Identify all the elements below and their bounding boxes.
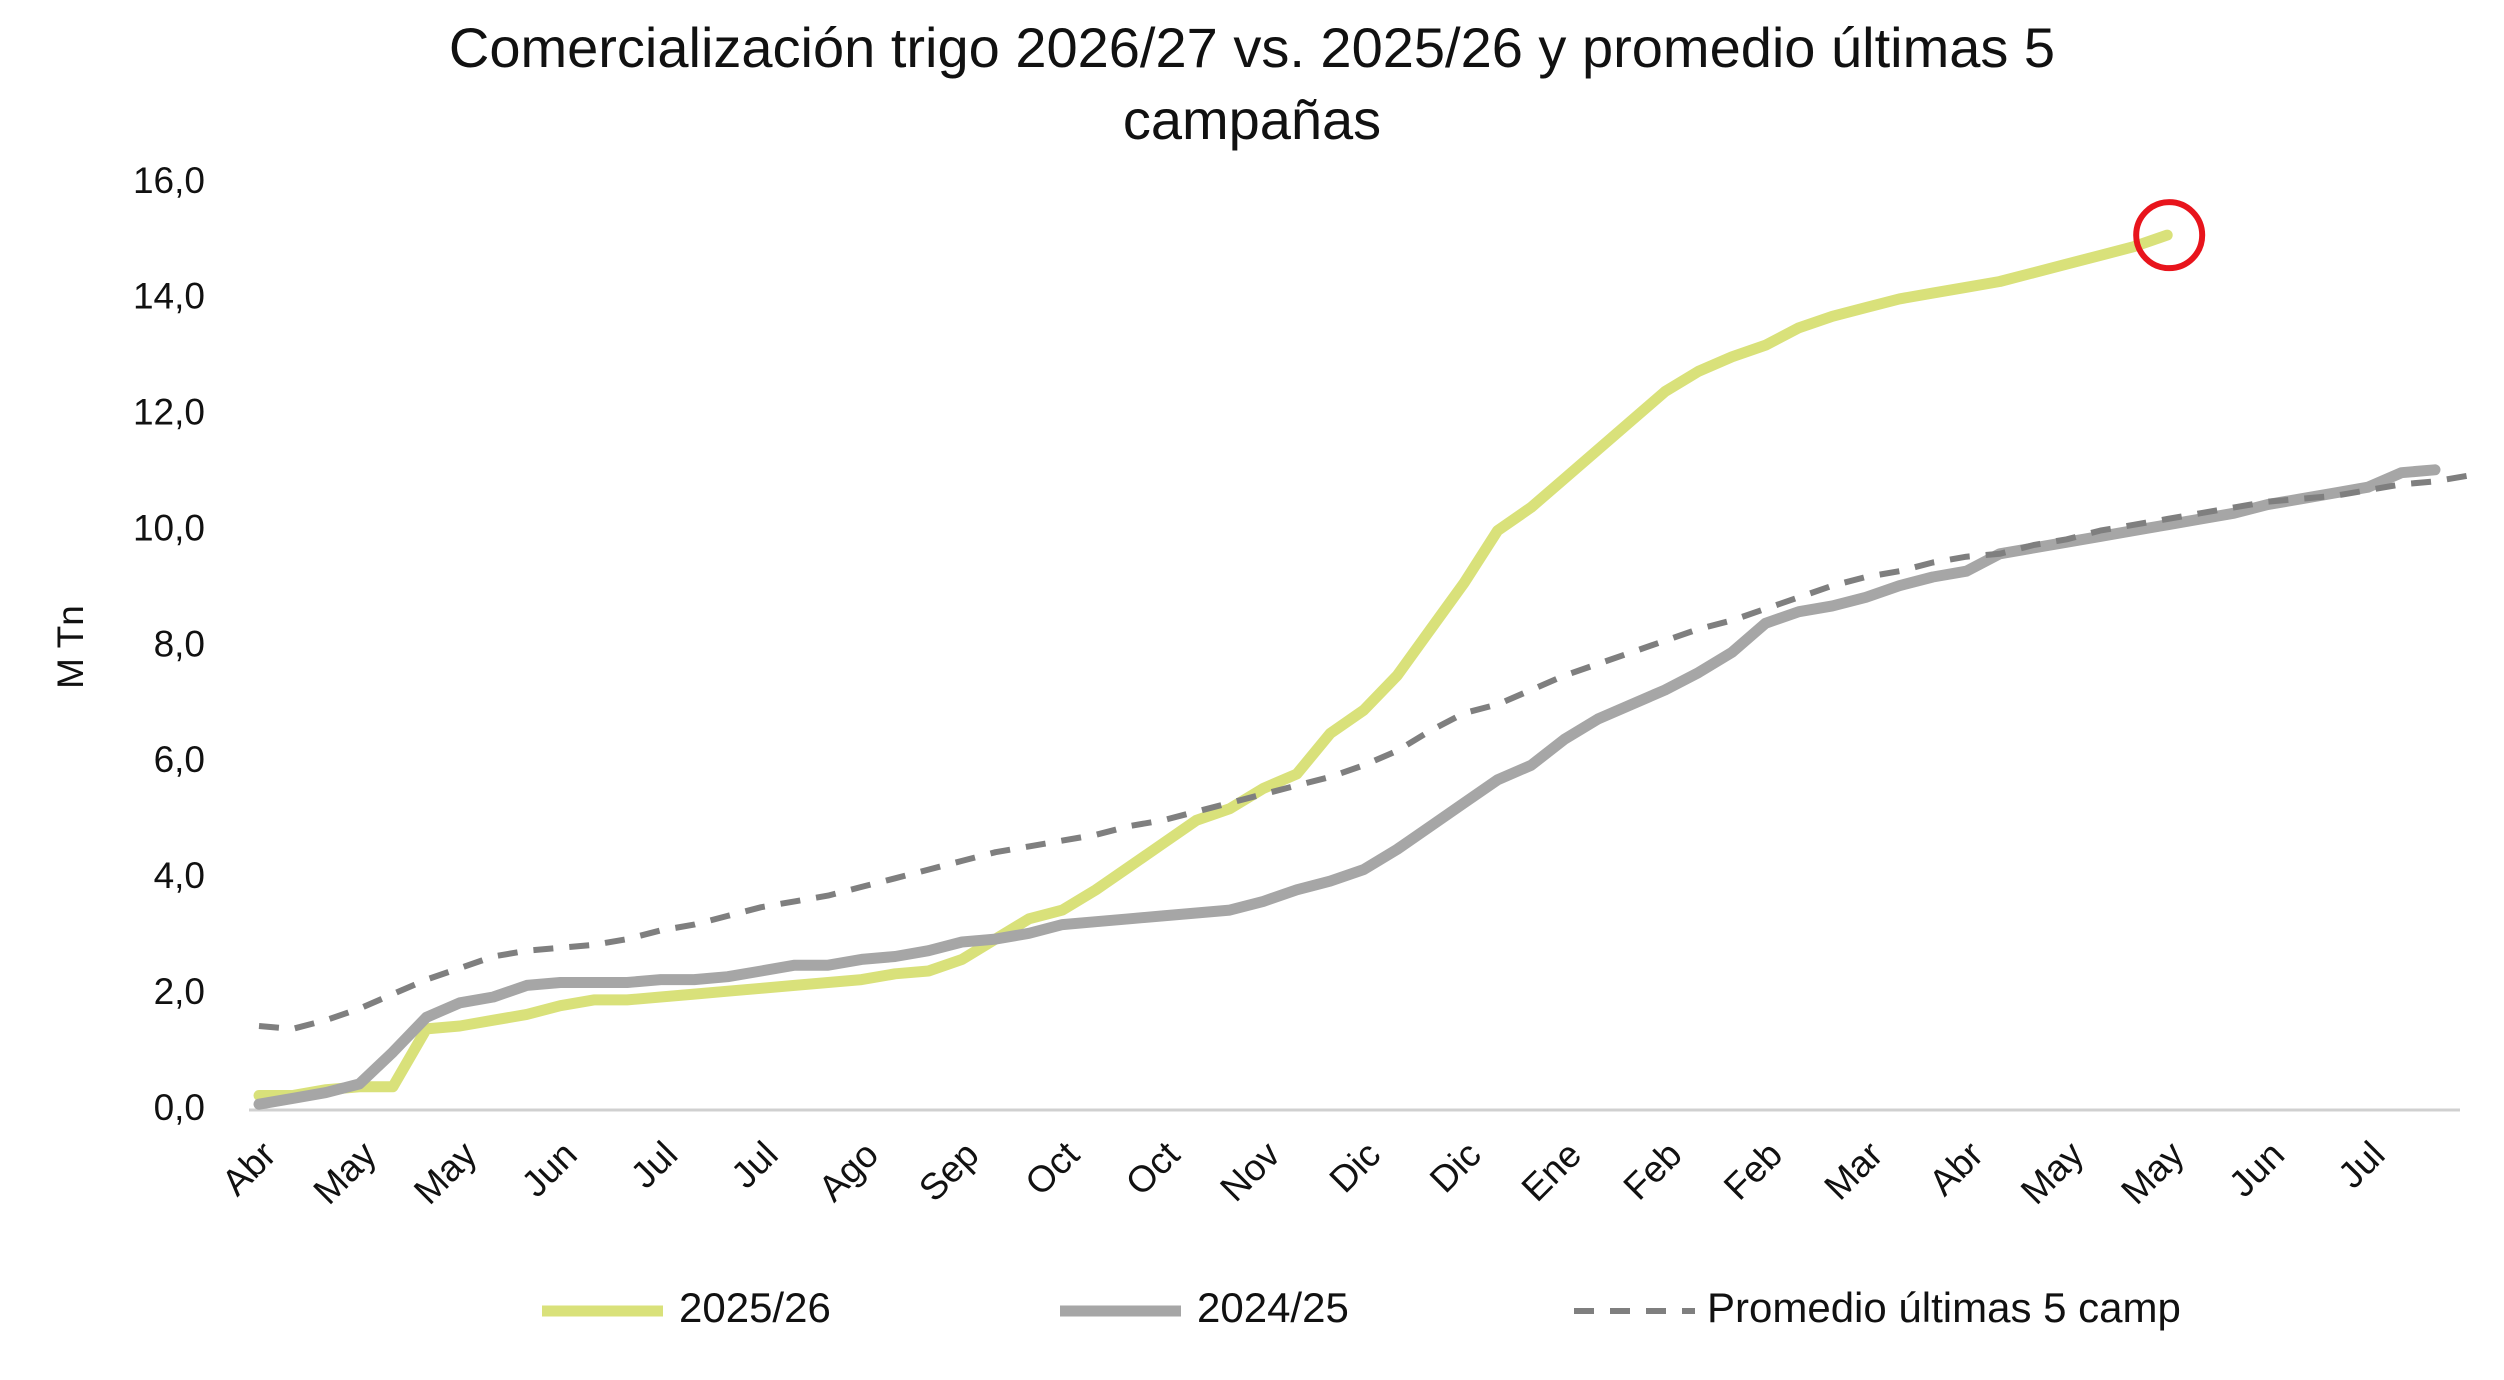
y-axis-label: M Tn [50,605,91,689]
x-tick-label: Oct [1118,1133,1188,1203]
x-tick-label: Jul [723,1134,785,1196]
series-line [253,464,2441,1110]
x-tick-label: Dic [1322,1134,1389,1201]
y-tick-label: 12,0 [133,392,205,433]
x-tick-label: Nov [1212,1133,1288,1209]
x-tick-label: Oct [1017,1133,1087,1203]
x-tick-label: May [2013,1133,2092,1212]
x-tick-label: Abr [1921,1134,1991,1204]
x-tick-label: Mar [1816,1134,1890,1208]
legend-label: 2025/26 [679,1284,831,1331]
y-tick-label: 16,0 [133,160,205,201]
x-tick-label: Sep [911,1134,987,1210]
legend-label: Promedio últimas 5 camp [1707,1284,2181,1331]
x-tick-label: Jun [514,1134,585,1205]
series-line [258,472,2470,1032]
legend-label: 2024/25 [1197,1284,1349,1331]
x-tick-label: May [406,1133,485,1212]
x-tick-label: Jun [2221,1134,2292,1205]
y-tick-label: 0,0 [154,1087,205,1128]
x-tick-label: Ene [1514,1134,1590,1210]
x-tick-label: Feb [1716,1134,1790,1208]
series-line [253,229,2173,1101]
x-tick-label: Ago [811,1134,887,1210]
chart-title: Comercialización trigo 2026/27 vs. 2025/… [448,16,2056,151]
x-tick-label: Jul [2330,1134,2392,1196]
y-tick-label: 2,0 [154,971,205,1012]
x-tick-label: Abr [214,1134,284,1204]
y-tick-label: 14,0 [133,276,205,317]
y-tick-label: 4,0 [154,855,205,896]
y-tick-label: 8,0 [154,623,205,664]
x-tick-label: May [2113,1133,2192,1212]
x-tick-label: May [306,1133,385,1212]
y-tick-label: 10,0 [133,507,205,548]
x-tick-label: Dic [1422,1134,1489,1201]
x-tick-label: Feb [1616,1134,1690,1208]
x-tick-label: Jul [623,1134,685,1196]
highlight-circle [2133,199,2206,272]
y-tick-label: 6,0 [154,739,205,780]
